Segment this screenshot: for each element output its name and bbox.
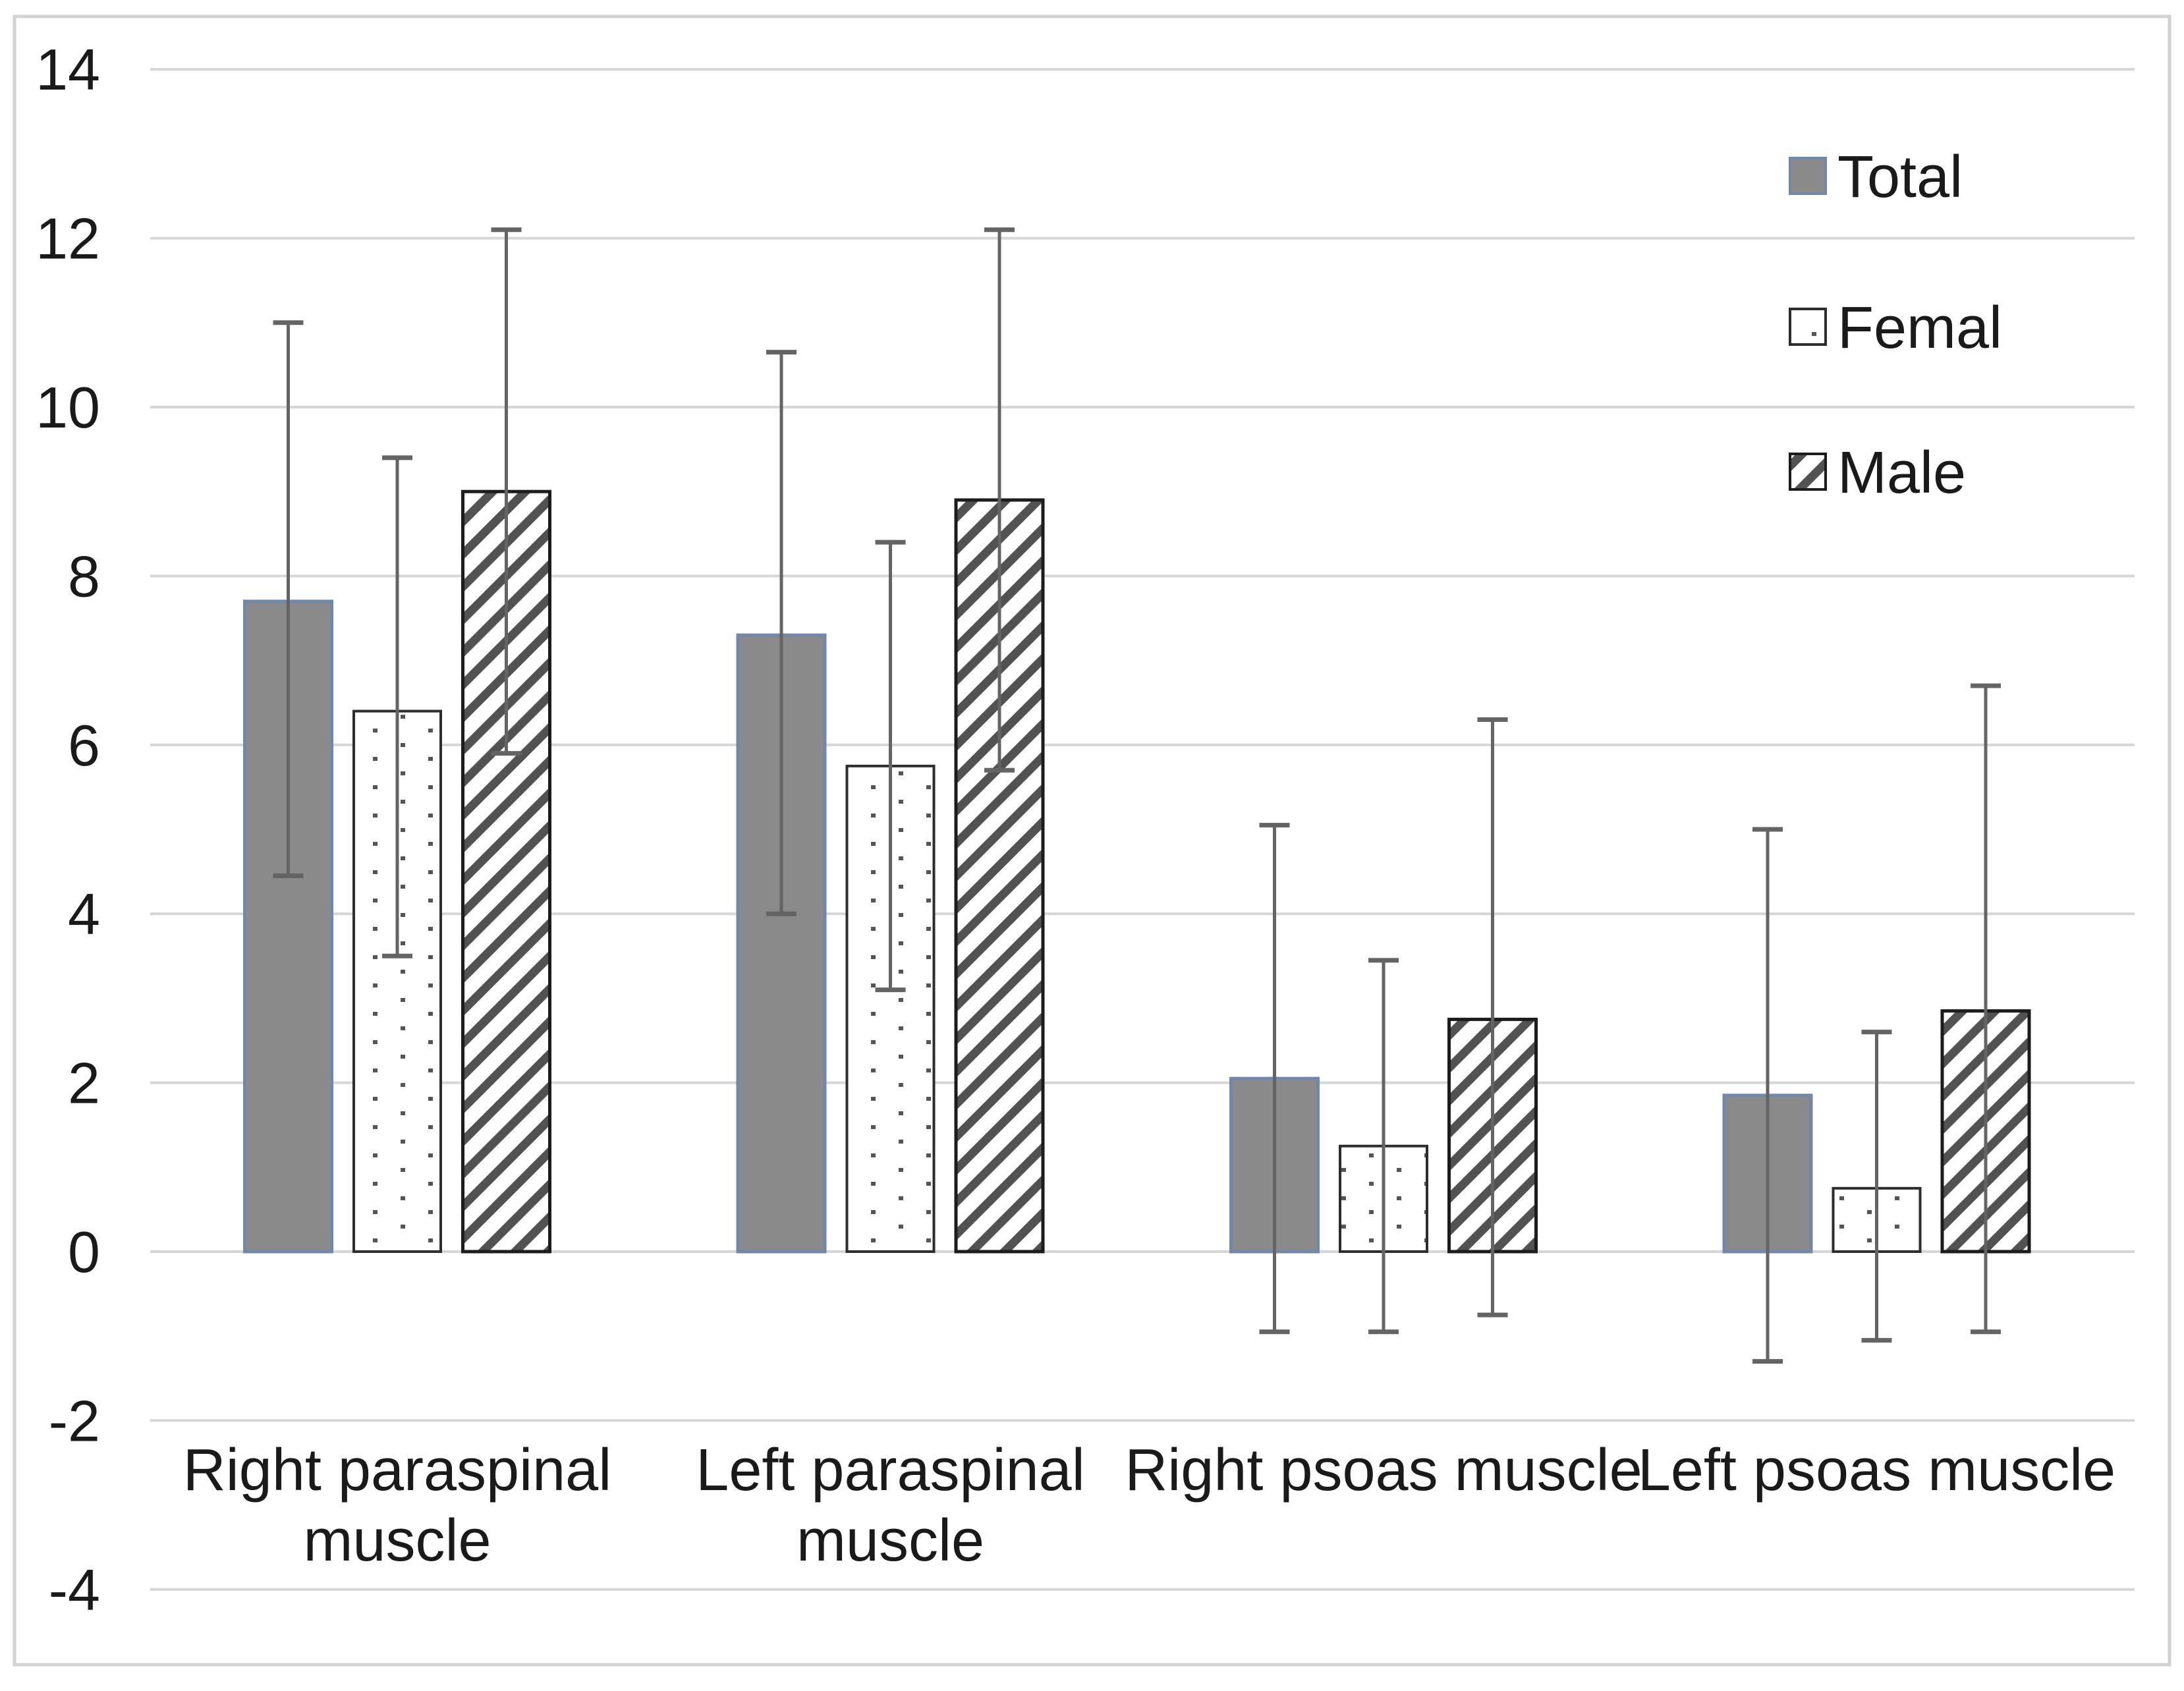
y-tick-label-12: 12 xyxy=(36,206,100,271)
legend-group: Total Femal Male xyxy=(1789,144,2002,506)
error-bar-male-3 xyxy=(1971,683,2001,1335)
y-axis-labels-group: 14 12 10 8 6 4 2 0 -2 -4 xyxy=(36,37,100,1622)
x-category-label-1-line1: Left paraspinal xyxy=(696,1437,1084,1503)
error-bar-total-0 xyxy=(273,320,304,879)
x-category-label-0-line1: Right paraspinal xyxy=(183,1437,611,1503)
bar-male-1 xyxy=(954,498,1045,1254)
x-category-label-1-line2: muscle xyxy=(797,1508,984,1574)
y-tick-label-14: 14 xyxy=(36,37,100,102)
y-tick-label-4: 4 xyxy=(68,881,100,947)
error-bar-femal-3 xyxy=(1861,1030,1892,1343)
legend-item-femal: Femal xyxy=(1789,295,2002,361)
y-tick-label--4: -4 xyxy=(49,1557,100,1622)
legend-swatch-femal xyxy=(1789,308,1827,346)
y-tick-label-8: 8 xyxy=(68,543,100,609)
legend-label-male: Male xyxy=(1837,440,1966,506)
error-bar-total-3 xyxy=(1752,827,1783,1364)
legend-item-total: Total xyxy=(1789,144,1963,210)
error-bar-total-2 xyxy=(1259,823,1290,1335)
y-tick-label--2: -2 xyxy=(49,1388,100,1453)
error-bar-male-2 xyxy=(1477,717,1508,1317)
legend-label-femal: Femal xyxy=(1837,295,2002,361)
bars-group xyxy=(243,489,2031,1254)
chart-border xyxy=(13,14,2171,1667)
y-tick-label-10: 10 xyxy=(36,375,100,440)
legend-swatch-total xyxy=(1789,157,1827,195)
error-bar-male-1 xyxy=(984,227,1015,773)
error-bars-group xyxy=(273,227,2001,1364)
y-tick-label-6: 6 xyxy=(68,713,100,778)
x-category-label-0-line2: muscle xyxy=(303,1508,491,1574)
error-bar-femal-0 xyxy=(382,455,412,958)
error-bar-femal-2 xyxy=(1368,958,1399,1335)
error-bar-femal-1 xyxy=(875,540,906,993)
legend-swatch-male xyxy=(1789,453,1827,491)
y-tick-label-0: 0 xyxy=(68,1219,100,1285)
x-category-label-3-line1: Left psoas muscle xyxy=(1638,1437,2115,1503)
x-category-label-2-line1: Right psoas muscle xyxy=(1125,1437,1642,1503)
y-tick-label-2: 2 xyxy=(68,1051,100,1116)
legend-item-male: Male xyxy=(1789,440,1966,506)
legend-label-total: Total xyxy=(1837,144,1963,210)
error-bar-total-1 xyxy=(766,350,797,916)
error-bar-male-0 xyxy=(491,227,522,756)
